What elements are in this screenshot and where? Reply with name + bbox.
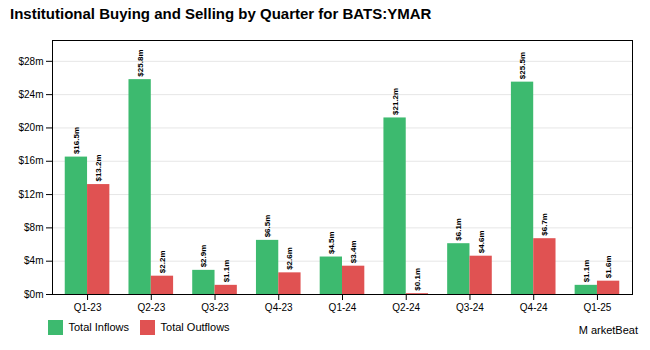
svg-text:$2.6m: $2.6m [285,247,294,270]
svg-text:Q1-23: Q1-23 [74,302,102,313]
svg-text:$6.1m: $6.1m [454,218,463,241]
svg-text:$12m: $12m [18,189,43,200]
svg-text:Q2-24: Q2-24 [392,302,420,313]
svg-text:$8m: $8m [24,222,43,233]
svg-text:$28m: $28m [18,56,43,67]
svg-text:$21.2m: $21.2m [391,88,400,115]
svg-text:$25.8m: $25.8m [136,50,145,77]
svg-text:Q3-24: Q3-24 [456,302,484,313]
svg-text:$24m: $24m [18,89,43,100]
svg-text:Q3-23: Q3-23 [201,302,229,313]
svg-text:$1.1m: $1.1m [582,260,591,283]
svg-text:$6.5m: $6.5m [263,215,272,238]
svg-text:$0.1m: $0.1m [413,268,422,291]
svg-text:$4m: $4m [24,255,43,266]
svg-text:$1.6m: $1.6m [604,255,613,278]
html-text:M arketBeat: M arketBeat [578,324,638,336]
svg-text:Q4-24: Q4-24 [520,302,548,313]
html-text:Total Inflows: Total Inflows [68,321,129,334]
html-text:Total Outflows: Total Outflows [160,321,230,334]
svg-text:Q4-23: Q4-23 [265,302,293,313]
svg-text:$4.5m: $4.5m [327,231,336,254]
svg-text:$16.5m: $16.5m [72,127,81,154]
svg-text:$0m: $0m [24,289,43,300]
svg-text:$3.4m: $3.4m [349,240,358,263]
svg-text:Q1-25: Q1-25 [584,302,612,313]
svg-text:Q2-23: Q2-23 [137,302,165,313]
svg-text:$13.2m: $13.2m [94,154,103,181]
svg-text:Q1-24: Q1-24 [329,302,357,313]
svg-text:$2.2m: $2.2m [158,250,167,273]
svg-text:$6.7m: $6.7m [540,213,549,236]
svg-text:$20m: $20m [18,122,43,133]
html-text:Institutional Buying and Selli: Institutional Buying and Selling by Quar… [10,5,432,22]
svg-text:$1.1m: $1.1m [222,260,231,283]
svg-text:$4.6m: $4.6m [477,231,486,254]
svg-text:$16m: $16m [18,155,43,166]
svg-text:$2.9m: $2.9m [199,245,208,268]
svg-text:$25.5m: $25.5m [518,52,527,79]
